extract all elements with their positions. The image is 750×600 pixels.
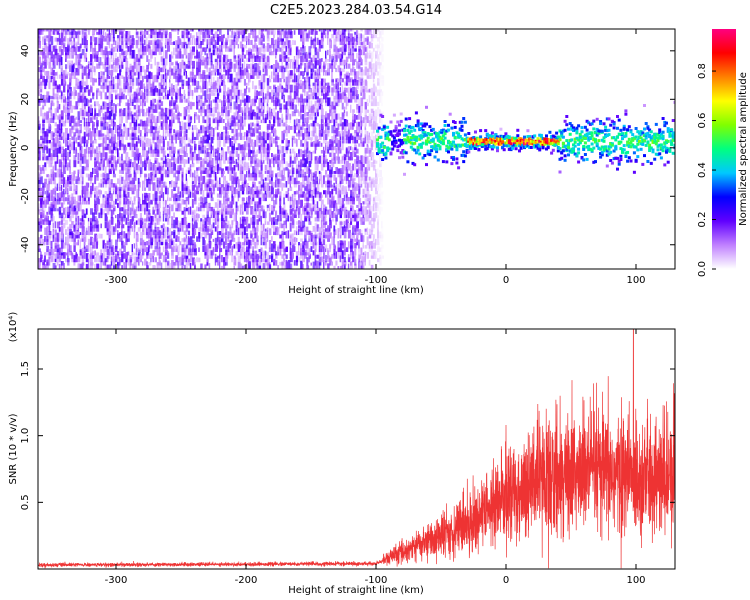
colorbar-tick-label: 0.0 bbox=[697, 261, 708, 277]
spectrogram-ytick-label: 20 bbox=[20, 93, 31, 106]
snr-xtick-label: 100 bbox=[626, 575, 645, 586]
snr-frame bbox=[37, 328, 676, 570]
spectrogram-xtick-label: 100 bbox=[626, 275, 645, 286]
snr-ytick-label: 1.0 bbox=[20, 428, 31, 444]
snr-ylabel: SNR (10 * v/v) bbox=[8, 413, 19, 484]
spectrogram-xtick-label: -100 bbox=[365, 275, 388, 286]
snr-series-line bbox=[38, 329, 675, 569]
spectrogram-xlabel: Height of straight line (km) bbox=[288, 285, 424, 296]
spectrogram-xtick-label: 0 bbox=[503, 275, 509, 286]
colorbar-tick-label: 0.2 bbox=[697, 212, 708, 228]
spectrogram-ytick-label: 0 bbox=[20, 145, 31, 151]
snr-xlabel: Height of straight line (km) bbox=[288, 585, 424, 596]
snr-ytick-label: 1.5 bbox=[20, 361, 31, 377]
spectrogram-heatmap bbox=[38, 29, 675, 269]
snr-ytick-label: 0.5 bbox=[20, 494, 31, 510]
spectrogram-xtick-label: -200 bbox=[235, 275, 258, 286]
colorbar-label: Normalized spectral amplitude bbox=[738, 72, 749, 226]
colorbar-tick-label: 0.8 bbox=[697, 63, 708, 79]
spectrogram-ytick-label: -20 bbox=[20, 188, 31, 204]
spectrogram-frame bbox=[37, 28, 676, 270]
spectrogram-ytick-label: -40 bbox=[20, 237, 31, 253]
colorbar bbox=[712, 29, 736, 269]
spectrogram-ylabel: Frequency (Hz) bbox=[8, 111, 19, 187]
spectrogram-xtick-label: -300 bbox=[105, 275, 128, 286]
snr-axes: -300 -200 -100 0 100 0.5 1.0 1.5 bbox=[20, 329, 675, 586]
snr-xtick-label: -200 bbox=[235, 575, 258, 586]
snr-xtick-label: 0 bbox=[503, 575, 509, 586]
snr-multiplier: (x10⁴) bbox=[8, 312, 19, 343]
chart-title: C2E5.2023.284.03.54.G14 bbox=[270, 3, 442, 18]
colorbar-tick-label: 0.6 bbox=[697, 113, 708, 129]
spectrogram-ytick-label: 40 bbox=[20, 44, 31, 57]
colorbar-tick-label: 0.4 bbox=[697, 162, 708, 178]
snr-xtick-label: -300 bbox=[105, 575, 128, 586]
snr-xtick-label: -100 bbox=[365, 575, 388, 586]
colorbar-ticks: 0.0 0.2 0.4 0.6 0.8 bbox=[697, 63, 716, 277]
